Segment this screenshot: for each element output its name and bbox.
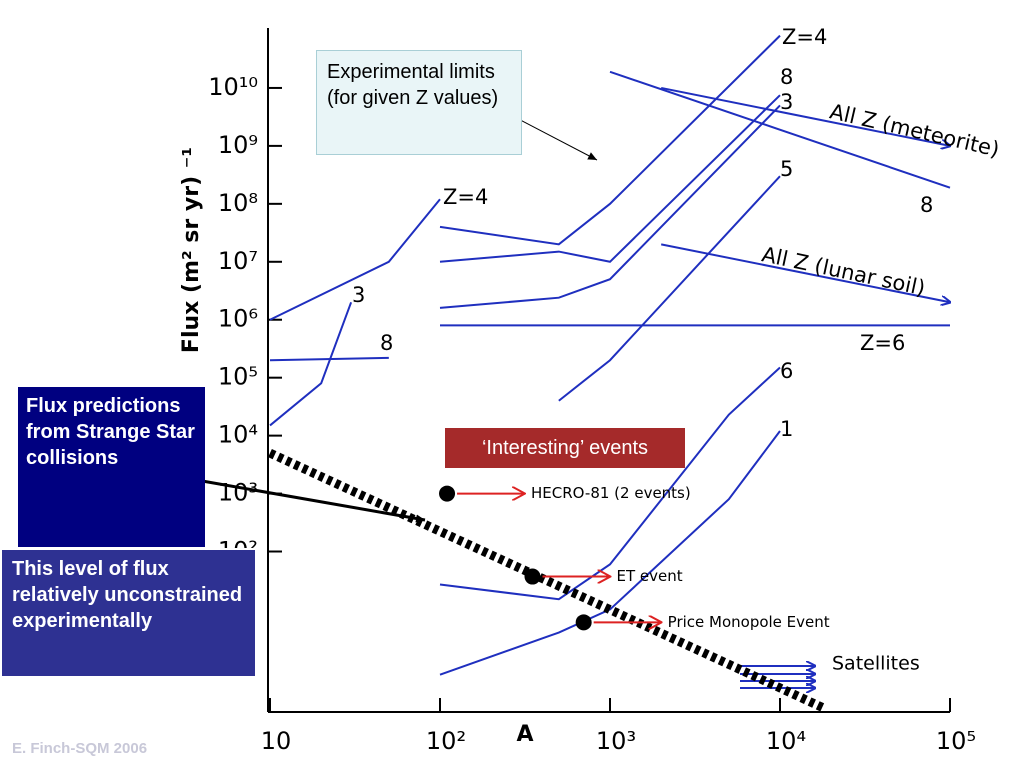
limit-line	[558, 175, 781, 402]
y-tick-label: 10⁶	[218, 305, 258, 333]
x-tick-label: 10²	[426, 727, 466, 755]
footer: E. Finch-SQM 2006	[12, 740, 148, 757]
limit-line	[660, 243, 950, 302]
x-axis-label: A	[516, 722, 533, 747]
event-point	[575, 614, 592, 631]
series-label: 3	[352, 283, 365, 307]
series-label: All Z (lunar soil)	[760, 242, 928, 300]
y-tick-label: 10⁴	[218, 421, 258, 449]
series-label: 5	[780, 157, 793, 181]
limit-line	[660, 86, 950, 146]
series-label: 6	[780, 359, 793, 383]
annotation: Flux predictions from Strange Star colli…	[18, 387, 205, 547]
limit-line	[439, 366, 781, 601]
event-point	[524, 568, 541, 585]
series-label: 8	[780, 65, 793, 89]
limit-line	[609, 70, 951, 189]
limit-line	[269, 198, 441, 321]
y-tick-label: 10⁵	[218, 363, 258, 391]
y-tick-label: 10⁸	[218, 189, 258, 217]
y-tick-label: 10⁹	[218, 131, 258, 159]
limit-line	[269, 356, 389, 362]
event-label: Price Monopole Event	[668, 613, 830, 631]
annotation: This level of flux relatively unconstrai…	[0, 548, 257, 678]
satellite-arrows	[740, 666, 815, 688]
series-label: Z=6	[860, 331, 905, 355]
x-tick-label: 10³	[596, 727, 636, 755]
series-label: All Z (meteorite)	[828, 99, 1002, 161]
limit-line	[439, 104, 781, 309]
x-tick-label: 10	[261, 727, 292, 755]
event-label: HECRO-81 (2 events)	[531, 484, 691, 502]
series-label: Z=4	[443, 185, 488, 209]
series-label: 3	[780, 90, 793, 114]
satellites-label: Satellites	[832, 653, 920, 675]
series-label: 8	[380, 331, 393, 355]
x-tick-label: 10⁴	[766, 727, 806, 755]
prediction-line	[268, 448, 826, 712]
y-axis-label: Flux (m² sr yr) ⁻¹	[179, 147, 204, 353]
limit-line	[439, 430, 781, 676]
callout-arrow	[184, 476, 426, 523]
series-label: Z=4	[782, 25, 827, 49]
event-label: ET event	[616, 567, 682, 585]
limit-line	[439, 94, 781, 263]
y-tick-label: 10³	[218, 479, 258, 507]
y-tick-label: 10¹⁰	[208, 73, 258, 101]
event-point	[439, 485, 456, 502]
annotation: Experimental limits (for given Z values)	[316, 50, 522, 155]
annotation: ‘Interesting’ events	[445, 428, 685, 468]
series-label: 8	[920, 193, 933, 217]
limit-line	[439, 34, 781, 246]
limit-line	[269, 301, 353, 427]
y-tick-label: 10⁷	[218, 247, 258, 275]
series-label: 1	[780, 417, 793, 441]
x-tick-label: 10⁵	[936, 727, 976, 755]
